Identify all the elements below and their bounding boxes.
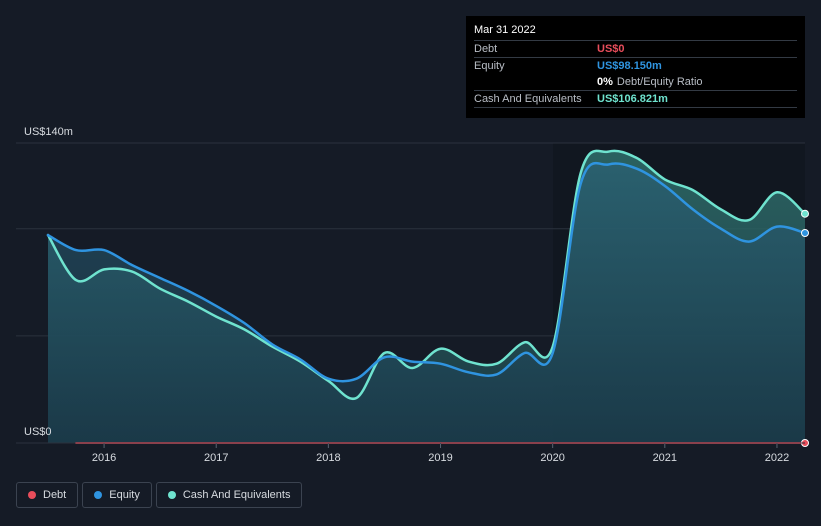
tooltip-ratio-value: 0% (597, 76, 613, 88)
end-markers (801, 209, 809, 447)
area-equity (48, 163, 805, 443)
x-axis-ticks: 2016 2017 2018 2019 2020 2021 2022 (16, 442, 805, 464)
x-tick-label-2019: 2019 (428, 452, 452, 464)
legend-label-cash: Cash And Equivalents (182, 489, 291, 501)
legend-item-equity[interactable]: Equity (82, 482, 152, 508)
legend-label-debt: Debt (43, 489, 67, 501)
chart-legend: Debt Equity Cash And Equivalents (16, 482, 303, 508)
tooltip-debt-label: Debt (474, 43, 498, 55)
tooltip-date: Mar 31 2022 (474, 24, 536, 36)
x-tick-label-2022: 2022 (765, 452, 789, 464)
y-axis-label-max: US$140m (24, 126, 73, 138)
tooltip-ratio-label: Debt/Equity Ratio (616, 76, 703, 88)
tooltip-cash-value: US$106.821m (597, 93, 668, 105)
series-areas (48, 150, 805, 443)
x-tick-label-2020: 2020 (540, 452, 564, 464)
legend-label-equity: Equity (109, 489, 140, 501)
legend-item-cash[interactable]: Cash And Equivalents (155, 482, 303, 508)
tooltip-debt-value: US$0 (597, 43, 625, 55)
tooltip-equity-row: Equity US$98.150m (474, 57, 797, 74)
tooltip-cash-row: Cash And Equivalents US$106.821m (474, 90, 797, 108)
axes: US$140m US$0 (24, 126, 73, 438)
data-tooltip: Mar 31 2022 Debt US$0 Equity US$98.150m … (466, 16, 805, 118)
tooltip-equity-label: Equity (474, 60, 505, 72)
x-tick-label-2017: 2017 (204, 452, 228, 464)
legend-dot-debt-icon (28, 491, 36, 499)
tooltip-equity-value: US$98.150m (597, 60, 662, 72)
line-cash[interactable] (46, 149, 807, 401)
tooltip-ratio-row: 0% Debt/Equity Ratio (474, 74, 797, 90)
tooltip-cash-label: Cash And Equivalents (474, 93, 582, 105)
x-tick-label-2018: 2018 (316, 452, 340, 464)
tooltip-debt-row: Debt US$0 (474, 40, 797, 57)
x-tick-label-2021: 2021 (653, 452, 677, 464)
x-tick-label-2016: 2016 (92, 452, 116, 464)
line-equity[interactable] (46, 161, 807, 383)
legend-dot-cash-icon (167, 491, 176, 499)
end-marker-equity[interactable] (801, 229, 809, 237)
legend-dot-equity-icon (94, 491, 103, 499)
end-marker-cash[interactable] (801, 209, 809, 218)
legend-item-debt[interactable]: Debt (16, 482, 79, 508)
y-axis-label-min: US$0 (24, 426, 52, 438)
